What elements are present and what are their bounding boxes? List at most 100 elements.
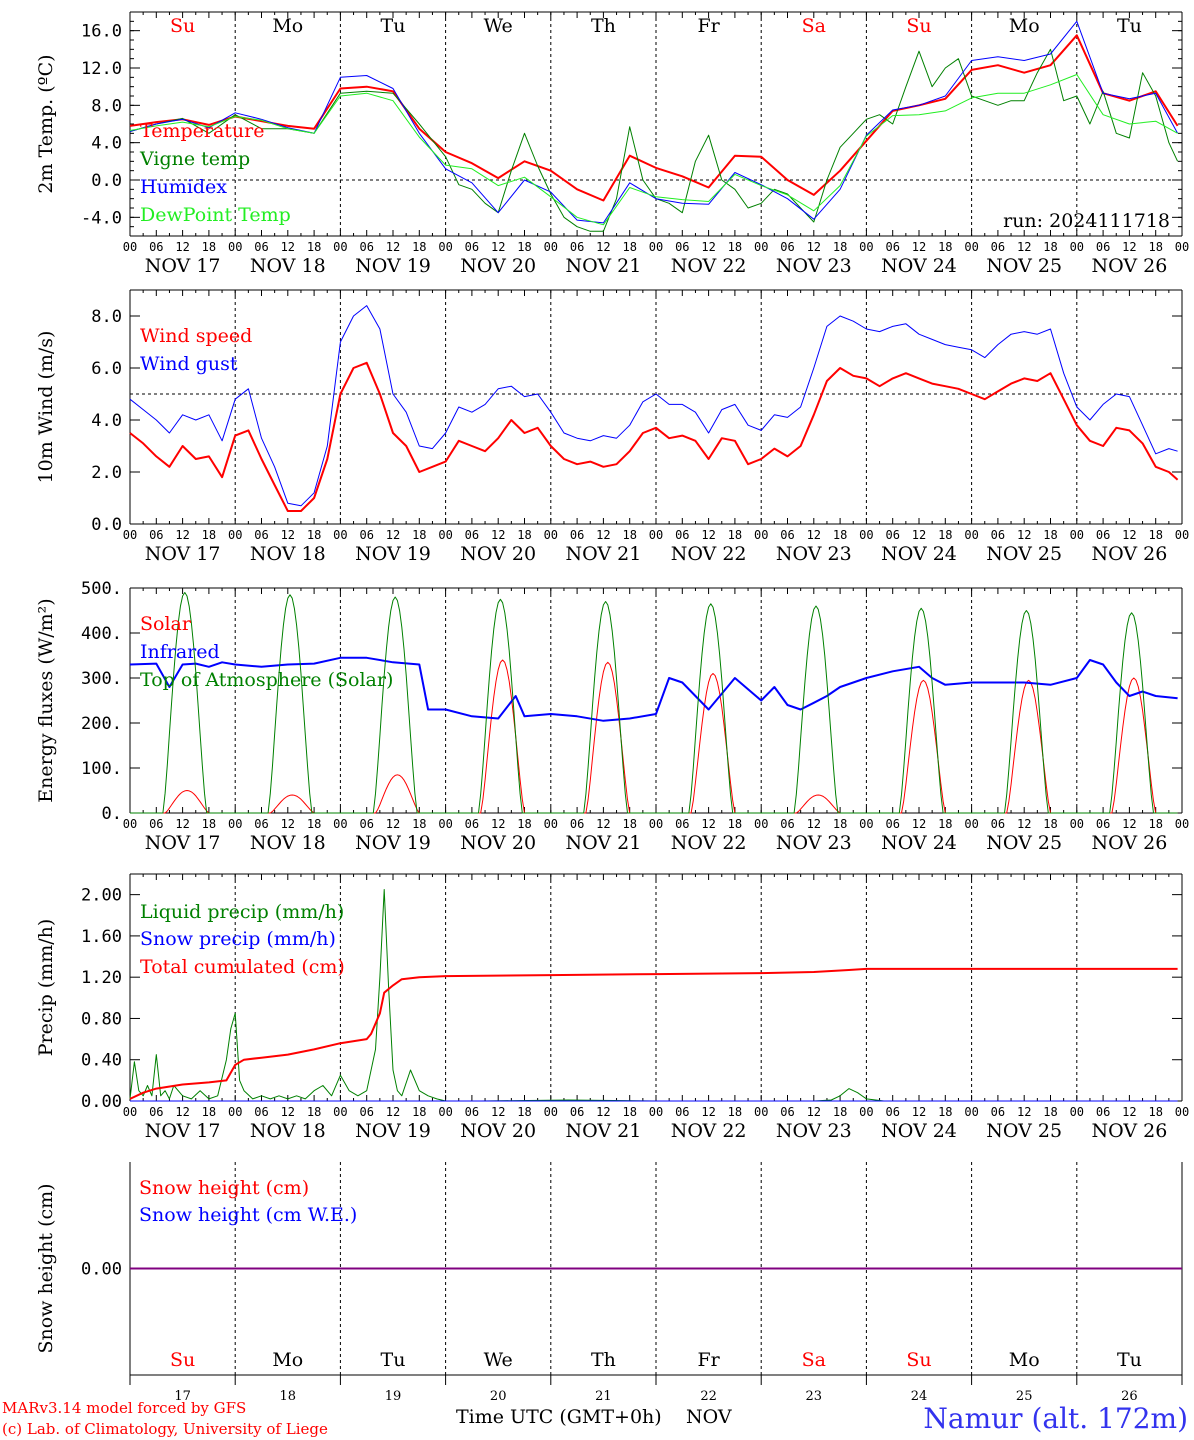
hour-tick-label: 00 [754, 817, 768, 831]
hour-tick-label: 06 [359, 240, 373, 254]
hour-tick-label: 06 [570, 240, 584, 254]
hour-tick-label: 12 [701, 1105, 715, 1119]
hour-tick-label: 12 [1122, 240, 1136, 254]
panel-1: 00 06 12 18 00 06 12 18 00 06 12 18 00 06 12 18 00 06 12 18… [35, 11, 1189, 277]
hour-tick-label: 12 [281, 240, 295, 254]
hour-tick-label: 00 [1070, 528, 1084, 542]
day-label-top: Mo [1009, 15, 1040, 37]
hour-tick-label: 18 [517, 528, 531, 542]
hour-tick-label: 06 [675, 240, 689, 254]
date-label: NOV 24 [881, 832, 957, 854]
series-line [130, 592, 1178, 814]
hour-tick-label: 06 [675, 817, 689, 831]
hour-tick-label: 12 [596, 240, 610, 254]
x-axis-label: Time UTC (GMT+0h) [456, 1406, 662, 1428]
date-label: NOV 23 [776, 543, 852, 565]
series-line [129, 74, 1178, 226]
hour-tick-label: 18 [728, 528, 742, 542]
panel-2: 00 06 12 18 00 06 12 18 00 06 12 18 00 06 12 18 00 06 12 18… [35, 289, 1189, 565]
hour-tick-label: 00 [964, 528, 978, 542]
hour-tick-label: 00 [544, 1105, 558, 1119]
series-line [129, 967, 1178, 1100]
date-label: NOV 23 [776, 255, 852, 277]
hour-tick-label: 06 [149, 817, 163, 831]
hour-tick-label: 12 [912, 817, 926, 831]
series-line [129, 361, 1179, 512]
hour-tick-label: 06 [991, 817, 1005, 831]
hour-tick-label: 12 [596, 528, 610, 542]
day-label-bottom: Tu [1117, 1349, 1142, 1371]
hour-tick-label: 12 [912, 528, 926, 542]
hour-tick-label: 18 [202, 817, 216, 831]
y-tick-label: 0.00 [81, 1260, 122, 1280]
day-label-top: Su [170, 15, 195, 37]
date-label: NOV 21 [565, 543, 641, 565]
day-number: 17 [174, 1389, 191, 1404]
hour-tick-label: 12 [912, 1105, 926, 1119]
hour-tick-label: 06 [1096, 1105, 1110, 1119]
y-tick-label: 1.20 [81, 968, 122, 988]
date-label: NOV 24 [881, 1120, 957, 1142]
hour-tick-label: 12 [386, 817, 400, 831]
y-tick-label: 100. [81, 759, 122, 779]
date-label: NOV 24 [881, 543, 957, 565]
hour-tick-label: 00 [1070, 1105, 1084, 1119]
date-label: NOV 24 [881, 255, 957, 277]
hour-tick-label: 18 [622, 817, 636, 831]
day-number: 21 [595, 1389, 612, 1404]
date-label: NOV 17 [145, 543, 221, 565]
date-label: NOV 25 [986, 1120, 1062, 1142]
day-label-bottom: Mo [1009, 1349, 1040, 1371]
hour-tick-label: 18 [307, 528, 321, 542]
legend-entry: Infrared [140, 641, 220, 663]
hour-tick-label: 00 [649, 817, 663, 831]
date-label: NOV 26 [1091, 543, 1167, 565]
hour-tick-label: 00 [964, 240, 978, 254]
hour-tick-label: 18 [833, 817, 847, 831]
date-label: NOV 18 [250, 832, 326, 854]
date-label: NOV 21 [565, 1120, 641, 1142]
hour-tick-label: 12 [1017, 528, 1031, 542]
panel-3: 00 06 12 18 00 06 12 18 00 06 12 18 00 06 12 18 00 06 12 18… [35, 579, 1189, 854]
day-label-bottom: Su [906, 1349, 931, 1371]
date-label: NOV 19 [355, 543, 431, 565]
hour-tick-label: 00 [649, 240, 663, 254]
hour-tick-label: 18 [412, 240, 426, 254]
hour-tick-label: 12 [912, 240, 926, 254]
hour-tick-label: 12 [807, 1105, 821, 1119]
hour-tick-label: 00 [649, 1105, 663, 1119]
day-label-bottom: Mo [272, 1349, 303, 1371]
hour-tick-label: 00 [1070, 240, 1084, 254]
hour-tick-label: 12 [175, 817, 189, 831]
y-tick-label: 0.80 [81, 1009, 122, 1029]
hour-tick-label: 18 [833, 240, 847, 254]
date-label: NOV 17 [145, 255, 221, 277]
hour-tick-label: 18 [202, 1105, 216, 1119]
hour-tick-label: 00 [333, 528, 347, 542]
hour-tick-label: 06 [254, 1105, 268, 1119]
hour-tick-label: 00 [333, 240, 347, 254]
hour-tick-label: 00 [964, 1105, 978, 1119]
y-tick-label: 8.0 [91, 96, 122, 116]
y-axis-label: Snow height (cm) [35, 1183, 57, 1353]
y-tick-label: 4.0 [91, 411, 122, 431]
hour-tick-label: 00 [544, 817, 558, 831]
hour-tick-label: 00 [1175, 240, 1189, 254]
legend-entry: Wind gust [140, 353, 238, 375]
series-line [129, 20, 1179, 224]
legend-entry: Top of Atmosphere (Solar) [140, 669, 393, 691]
hour-tick-label: 12 [386, 1105, 400, 1119]
legend-entry: Wind speed [140, 325, 252, 347]
day-label-bottom: Sa [802, 1349, 826, 1371]
series-line [129, 656, 1178, 722]
hour-tick-label: 18 [833, 528, 847, 542]
hour-tick-label: 18 [1043, 528, 1057, 542]
hour-tick-label: 12 [807, 528, 821, 542]
date-label: NOV 21 [565, 832, 641, 854]
hour-tick-label: 06 [359, 817, 373, 831]
legend-entry: Temperature [140, 120, 264, 142]
hour-tick-label: 00 [438, 1105, 452, 1119]
hour-tick-label: 12 [807, 240, 821, 254]
hour-tick-label: 06 [885, 817, 899, 831]
hour-tick-label: 00 [964, 817, 978, 831]
